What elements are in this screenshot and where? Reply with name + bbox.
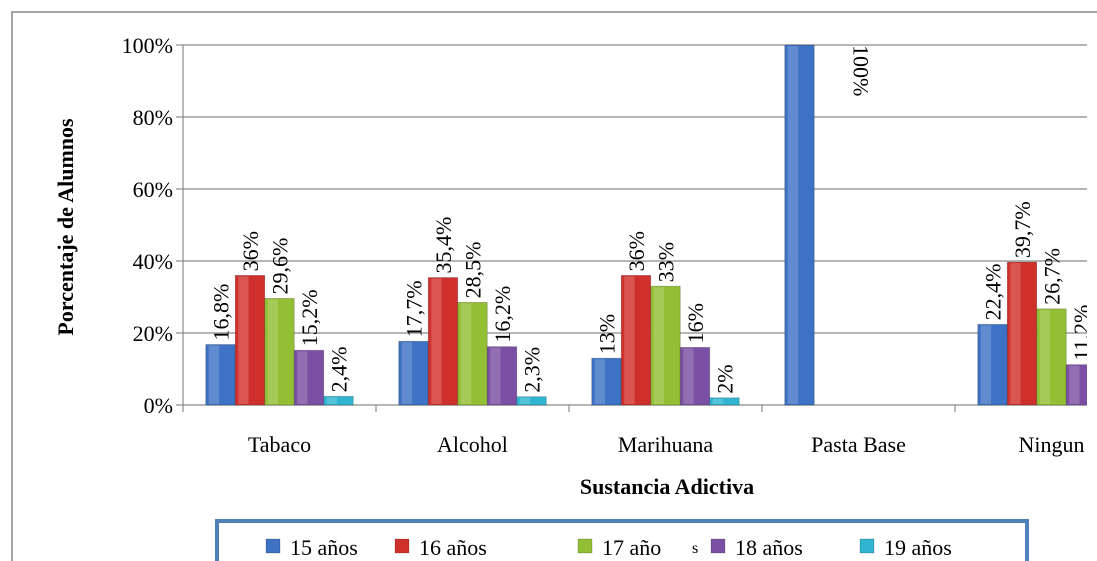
legend-swatch bbox=[577, 538, 593, 554]
data-label: 16,8% bbox=[209, 284, 234, 341]
data-label: 100% bbox=[849, 45, 874, 96]
bar-highlight bbox=[401, 342, 413, 404]
y-tick-label: 40% bbox=[133, 249, 173, 274]
y-axis-title: Porcentaje de Alumnos bbox=[53, 118, 78, 336]
legend-stray-text: s bbox=[692, 540, 698, 557]
bar bbox=[1036, 308, 1067, 406]
bar bbox=[709, 397, 740, 406]
data-label: 11,2% bbox=[1069, 305, 1094, 361]
x-tick-label: Alcohol bbox=[437, 432, 508, 457]
tick-labels: Tabaco Alcohol Marihuana Pasta Base Ningun bbox=[248, 432, 1085, 457]
bar-highlight bbox=[594, 359, 606, 404]
data-label: 15,2% bbox=[297, 289, 322, 346]
y-tick-label: 80% bbox=[133, 105, 173, 130]
legend-label: 16 años bbox=[419, 535, 487, 560]
bar-highlight bbox=[1010, 263, 1021, 404]
legend-label: 17 año bbox=[602, 535, 661, 560]
legend-label: 15 años bbox=[290, 535, 358, 560]
data-label: 26,7% bbox=[1040, 248, 1065, 305]
data-label: 28,5% bbox=[461, 242, 486, 299]
x-tick-label: Marihuana bbox=[618, 432, 714, 457]
legend-swatch bbox=[710, 538, 726, 554]
data-label: 2% bbox=[713, 364, 738, 393]
legend: 15 años 16 años 17 año 18 años 19 años s bbox=[215, 519, 1029, 561]
data-label: 29,6% bbox=[268, 238, 293, 295]
x-tick-label: Ningun bbox=[1019, 432, 1085, 457]
x-tick-label: Pasta Base bbox=[811, 432, 906, 457]
bar-highlight bbox=[624, 276, 635, 404]
bar bbox=[784, 44, 815, 406]
bar bbox=[486, 346, 518, 406]
bar-highlight bbox=[1069, 365, 1080, 404]
bar bbox=[234, 274, 266, 406]
data-label: 22,4% bbox=[981, 264, 1006, 321]
legend-label: 19 años bbox=[884, 535, 952, 560]
legend-swatch bbox=[394, 538, 410, 554]
y-tick-label: 20% bbox=[133, 321, 173, 346]
data-label: 16% bbox=[683, 303, 708, 343]
y-tick-label: 0% bbox=[144, 393, 173, 418]
legend-swatch bbox=[265, 538, 281, 554]
bar bbox=[679, 346, 711, 406]
data-label: 17,7% bbox=[402, 280, 427, 337]
data-label: 35,4% bbox=[431, 217, 456, 274]
legend-box bbox=[215, 519, 1029, 561]
bar bbox=[264, 298, 295, 406]
bar bbox=[591, 357, 622, 406]
bar bbox=[323, 395, 354, 406]
bar-highlight bbox=[519, 397, 531, 404]
bar-highlight bbox=[297, 351, 308, 404]
data-label: 13% bbox=[595, 314, 620, 354]
bar-highlight bbox=[653, 287, 665, 404]
bar bbox=[293, 349, 325, 406]
x-tick-label: Tabaco bbox=[248, 432, 311, 457]
data-label: 36% bbox=[624, 231, 649, 271]
y-tick-label: 60% bbox=[133, 177, 173, 202]
bars bbox=[205, 44, 1087, 406]
bar-highlight bbox=[980, 325, 992, 404]
bar-highlight bbox=[1039, 309, 1051, 404]
bar-highlight bbox=[683, 348, 694, 404]
bar bbox=[205, 344, 236, 406]
x-axis-title: Sustancia Adictiva bbox=[580, 474, 754, 499]
bar-highlight bbox=[712, 398, 724, 404]
gridlines bbox=[183, 44, 1087, 334]
data-label: 16,2% bbox=[490, 286, 515, 343]
data-label: 2,3% bbox=[520, 347, 545, 393]
bar-highlight bbox=[208, 345, 220, 404]
chart-border bbox=[11, 11, 1097, 561]
bar bbox=[1065, 364, 1087, 406]
bar bbox=[650, 285, 681, 406]
bar bbox=[977, 323, 1008, 406]
bar-highlight bbox=[490, 347, 501, 404]
bar bbox=[620, 274, 652, 406]
data-label: 2,4% bbox=[327, 347, 352, 393]
y-tick-label: 100% bbox=[122, 33, 173, 58]
bar bbox=[457, 301, 488, 406]
legend-swatch bbox=[859, 538, 875, 554]
bar-highlight bbox=[460, 303, 472, 404]
legend-label: 18 años bbox=[735, 535, 803, 560]
data-label: 33% bbox=[654, 242, 679, 282]
bar-highlight bbox=[326, 397, 338, 404]
data-label: 39,7% bbox=[1010, 201, 1035, 258]
data-label: 36% bbox=[238, 231, 263, 271]
bar-highlight bbox=[267, 299, 279, 404]
bar-highlight bbox=[787, 46, 799, 404]
bar bbox=[516, 396, 547, 406]
bar-highlight bbox=[431, 278, 442, 404]
data-labels: 16,8%36% 29,6%15,2%2,4%17,7%35,4% 28,5%16,… bbox=[209, 45, 1094, 394]
bar-highlight bbox=[238, 276, 249, 404]
